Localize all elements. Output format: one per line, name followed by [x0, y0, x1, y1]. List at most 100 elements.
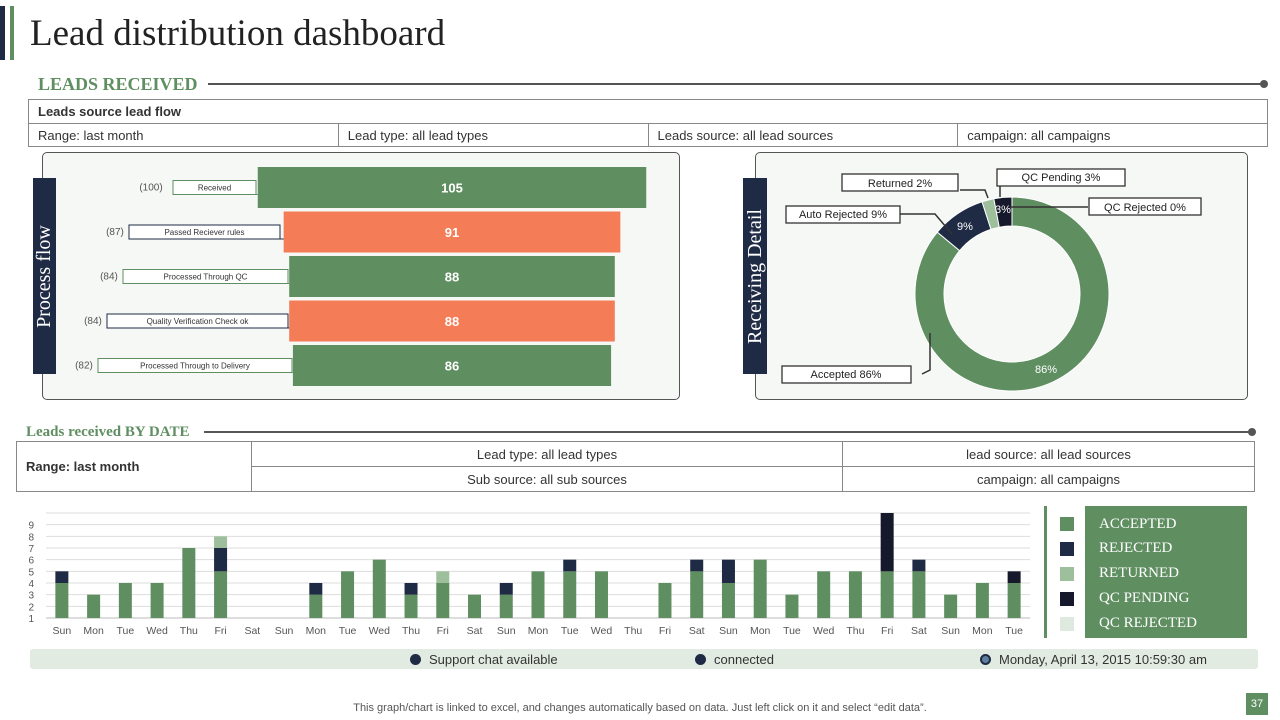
funnel-count-label: (82) — [75, 361, 93, 372]
legend-item-qc-pending — [1060, 589, 1100, 609]
bar-segment-rejected — [404, 583, 418, 595]
funnel-stage-label: Processed Through to Delivery — [140, 362, 250, 371]
title-accent-dark — [0, 6, 5, 60]
bar-segment-accepted — [594, 571, 608, 618]
callout-box-returned — [841, 173, 959, 192]
legend-swatch-column — [1046, 506, 1086, 638]
callout-line-accepted — [921, 333, 931, 375]
filter-lead-source[interactable]: Leads source: all lead sources — [647, 123, 959, 147]
bar-segment-accepted — [753, 559, 767, 618]
funnel-bar — [257, 167, 647, 208]
bar-segment-qc-pending — [880, 513, 894, 572]
by-date-filter-table: Range: last month Lead type: all lead ty… — [16, 441, 1255, 492]
legend-label-qc-pending: QC PENDING — [1099, 590, 1190, 606]
funnel-stage-box — [122, 269, 289, 284]
status-support[interactable]: Support chat available — [410, 649, 558, 669]
legend-label-rejected: REJECTED — [1099, 540, 1173, 556]
filter-lead-type[interactable]: Lead type: all lead types — [337, 123, 649, 147]
funnel-count-label: (87) — [106, 227, 124, 238]
footer-note: This graph/chart is linked to excel, and… — [353, 702, 927, 714]
x-tick-label: Fri — [659, 625, 671, 637]
x-tick-label: Fri — [881, 625, 893, 637]
x-tick-label: Thu — [180, 625, 198, 637]
filter-campaign[interactable]: campaign: all campaigns — [957, 123, 1268, 147]
page-number: 37 — [1246, 693, 1268, 715]
section-by-date-title: Leads received BY DATE — [26, 424, 190, 440]
donut-slice-accepted — [914, 196, 1110, 392]
process-flow-chart: 105 Received (100) 91 Passed Reciever rules (… — [75, 167, 647, 386]
x-tick-label: Wed — [146, 625, 168, 637]
leads-filter-table: Leads source lead flow Range: last month… — [28, 99, 1268, 147]
funnel-value-label: 88 — [445, 314, 459, 329]
y-tick-label: 9 — [28, 521, 34, 532]
bar-segment-rejected — [309, 583, 323, 595]
x-tick-label: Sun — [53, 625, 72, 637]
legend-label-returned: RETURNED — [1099, 565, 1179, 581]
x-tick-label: Sat — [689, 625, 705, 637]
bar-segment-accepted — [309, 594, 323, 618]
funnel-stage-label: Quality Verification Check ok — [147, 317, 250, 326]
callout-auto-rejected: Auto Rejected 9% — [799, 209, 887, 221]
x-tick-label: Tue — [116, 625, 134, 637]
donut-slice-qc-pending — [993, 196, 1013, 228]
callout-box-auto-rejected — [785, 205, 901, 224]
bar-segment-returned — [436, 571, 450, 583]
slice-label-accepted: 86% — [1035, 364, 1057, 376]
connection-dot-icon — [695, 653, 706, 665]
filter-campaign-2[interactable]: campaign: all campaigns — [842, 466, 1255, 492]
funnel-bar — [289, 300, 615, 342]
x-tick-label: Sun — [497, 625, 516, 637]
title-accent-green — [10, 6, 14, 60]
bar-segment-accepted — [341, 571, 355, 618]
bar-segment-accepted — [848, 571, 862, 618]
callout-accepted: Accepted 86% — [811, 369, 882, 381]
slice-label-auto-rejected: 9% — [957, 221, 973, 233]
filter-sub-source-2[interactable]: Sub source: all sub sources — [251, 466, 843, 492]
receiving-detail-label: Receiving Detail — [743, 178, 767, 374]
bar-segment-accepted — [214, 571, 228, 618]
bar-segment-accepted — [975, 583, 989, 618]
y-tick-label: 4 — [28, 579, 34, 590]
funnel-stage-label: Passed Reciever rules — [164, 228, 244, 237]
callout-line-returned — [960, 189, 989, 199]
bar-segment-accepted — [563, 571, 577, 618]
bar-segment-accepted — [404, 594, 418, 618]
funnel-stage-box — [128, 224, 281, 240]
receiving-detail-panel — [755, 152, 1248, 400]
x-tick-label: Mon — [306, 625, 327, 637]
x-tick-label: Mon — [972, 625, 993, 637]
x-tick-label: Mon — [750, 625, 771, 637]
table-header: Leads source lead flow — [28, 99, 1268, 124]
funnel-count-label: (84) — [100, 272, 118, 283]
section-divider-dot-2 — [1248, 428, 1256, 436]
funnel-value-label: 86 — [445, 359, 459, 374]
x-tick-label: Wed — [591, 625, 613, 637]
legend-panel — [1085, 506, 1247, 638]
callout-qc-pending: QC Pending 3% — [1022, 172, 1101, 184]
funnel-stage-box — [106, 313, 289, 329]
callout-line-auto-rejected — [900, 213, 953, 235]
filter-range-2[interactable]: Range: last month — [16, 441, 252, 492]
x-tick-label: Mon — [83, 625, 104, 637]
legend-swatch-accepted — [1060, 517, 1074, 531]
bar-segment-accepted — [690, 571, 704, 618]
bar-segment-accepted — [118, 583, 132, 618]
funnel-bar — [292, 345, 612, 386]
filter-lead-source-2[interactable]: lead source: all lead sources — [842, 441, 1255, 467]
bar-segment-accepted — [785, 594, 799, 618]
legend-item-qc-rejected — [1060, 614, 1100, 634]
legend-accent — [1044, 506, 1047, 638]
x-tick-label: Tue — [783, 625, 801, 637]
filter-range[interactable]: Range: last month — [28, 123, 339, 147]
x-tick-label: Sun — [719, 625, 738, 637]
bar-segment-accepted — [880, 571, 894, 618]
funnel-count-label: (84) — [84, 316, 102, 327]
legend-swatch-returned — [1060, 567, 1074, 581]
x-tick-label: Wed — [369, 625, 391, 637]
x-tick-label: Sat — [467, 625, 483, 637]
filter-lead-type-2[interactable]: Lead type: all lead types — [251, 441, 843, 467]
x-tick-label: Tue — [561, 625, 579, 637]
bar-segment-accepted — [150, 583, 164, 618]
x-tick-label: Thu — [624, 625, 642, 637]
